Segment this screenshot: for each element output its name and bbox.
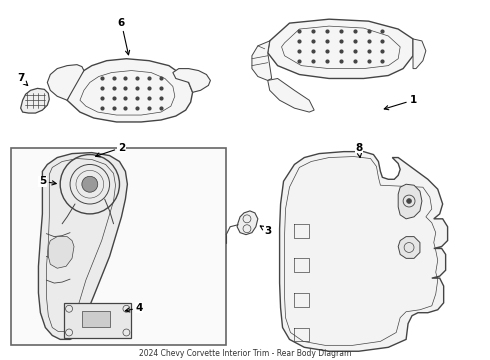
Text: 1: 1 xyxy=(384,95,416,110)
Text: 4: 4 xyxy=(125,303,143,313)
Polygon shape xyxy=(268,78,314,112)
Text: 6: 6 xyxy=(118,18,130,55)
Bar xyxy=(82,311,110,327)
Text: 2024 Chevy Corvette Interior Trim - Rear Body Diagram: 2024 Chevy Corvette Interior Trim - Rear… xyxy=(139,349,351,358)
Text: 3: 3 xyxy=(260,226,271,236)
Polygon shape xyxy=(252,41,271,80)
Text: 7: 7 xyxy=(17,73,28,86)
Polygon shape xyxy=(67,59,193,122)
Polygon shape xyxy=(48,65,84,100)
Polygon shape xyxy=(268,19,413,78)
Text: 2: 2 xyxy=(96,143,125,157)
Text: 5: 5 xyxy=(39,176,56,186)
Polygon shape xyxy=(38,153,127,339)
Bar xyxy=(64,303,131,338)
Bar xyxy=(11,148,226,345)
Polygon shape xyxy=(237,211,258,235)
Polygon shape xyxy=(280,152,447,351)
Polygon shape xyxy=(21,88,49,113)
Polygon shape xyxy=(398,237,420,258)
Text: 8: 8 xyxy=(355,143,362,158)
Circle shape xyxy=(407,199,412,203)
Polygon shape xyxy=(413,39,426,69)
Polygon shape xyxy=(49,237,74,268)
Polygon shape xyxy=(398,184,422,219)
Polygon shape xyxy=(173,69,210,92)
Circle shape xyxy=(82,176,98,192)
